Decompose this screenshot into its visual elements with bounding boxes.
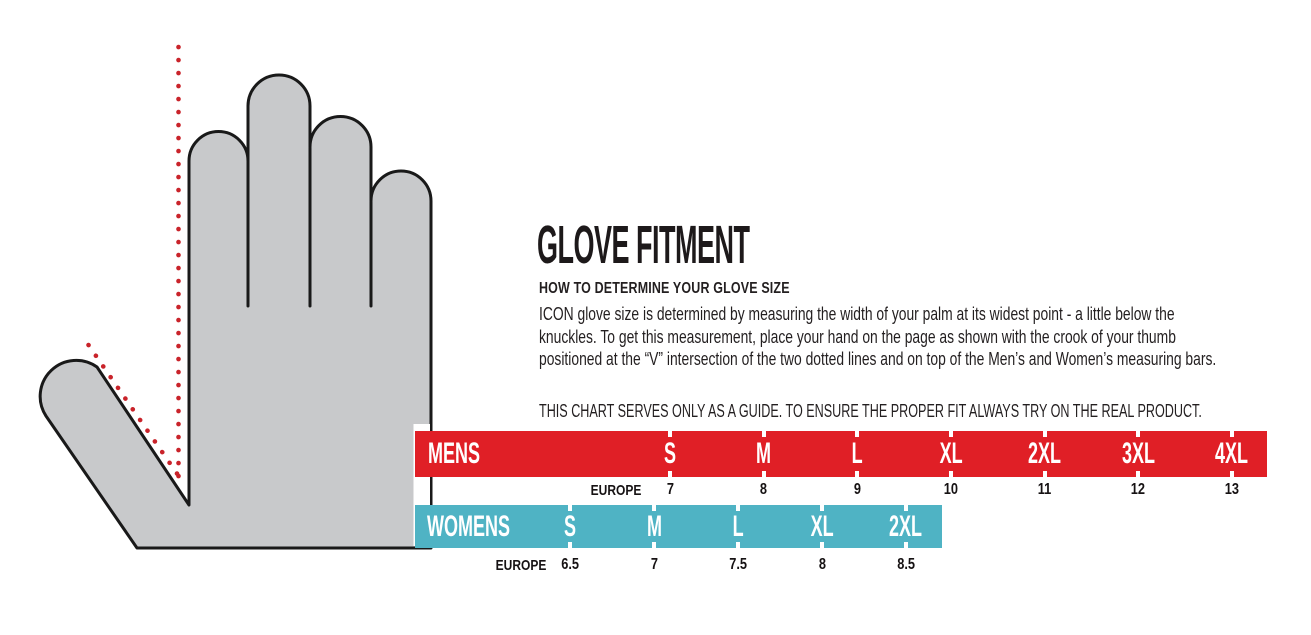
size-tick xyxy=(855,431,860,437)
size-tick xyxy=(1230,471,1234,477)
size-tick xyxy=(820,505,824,511)
body-line: positioned at the “V” intersection of th… xyxy=(539,349,1217,370)
size-tick xyxy=(761,471,766,477)
body-line: ICON glove size is determined by measuri… xyxy=(539,304,1175,324)
size-tick xyxy=(820,542,824,548)
size-tick xyxy=(761,431,766,437)
size-tick xyxy=(1042,431,1047,437)
how-to-heading: HOW TO DETERMINE YOUR GLOVE SIZE xyxy=(539,280,790,297)
size-tick xyxy=(652,505,656,511)
guide-disclaimer: THIS CHART SERVES ONLY AS A GUIDE. TO EN… xyxy=(539,401,1202,421)
size-tick xyxy=(904,542,908,548)
size-tick xyxy=(668,431,672,437)
size-tick xyxy=(904,505,908,511)
finger-separator-lines xyxy=(246,146,373,308)
size-tick xyxy=(736,505,740,511)
size-tick xyxy=(1136,431,1141,437)
mens-bar-label: MENS xyxy=(428,437,481,470)
womens-size-bar: WOMENS S M L XL 2XL xyxy=(415,505,942,548)
size-tick xyxy=(1042,471,1047,477)
size-tick xyxy=(568,505,572,511)
size-tick xyxy=(949,471,953,477)
body-line: knuckles. To get this measurement, place… xyxy=(539,326,1176,347)
size-tick xyxy=(949,431,953,437)
size-tick xyxy=(1230,431,1234,437)
hand-silhouette xyxy=(38,73,433,550)
size-tick xyxy=(568,542,572,548)
size-tick xyxy=(855,471,860,477)
size-tick xyxy=(1136,471,1141,477)
size-tick xyxy=(668,471,672,477)
mens-europe-label: EUROPE xyxy=(590,481,641,499)
womens-bar-label: WOMENS xyxy=(427,509,510,543)
size-tick xyxy=(736,542,740,548)
diagonal-dotted-measure-line xyxy=(86,342,181,478)
page-title: GLOVE FITMENT xyxy=(537,215,750,275)
womens-europe-label: EUROPE xyxy=(495,556,546,574)
how-to-body: ICON glove size is determined by measuri… xyxy=(539,303,1311,371)
size-tick xyxy=(652,542,656,548)
mens-size-bar: MENS S M L XL 2XL 3XL 4XL xyxy=(415,431,1267,477)
